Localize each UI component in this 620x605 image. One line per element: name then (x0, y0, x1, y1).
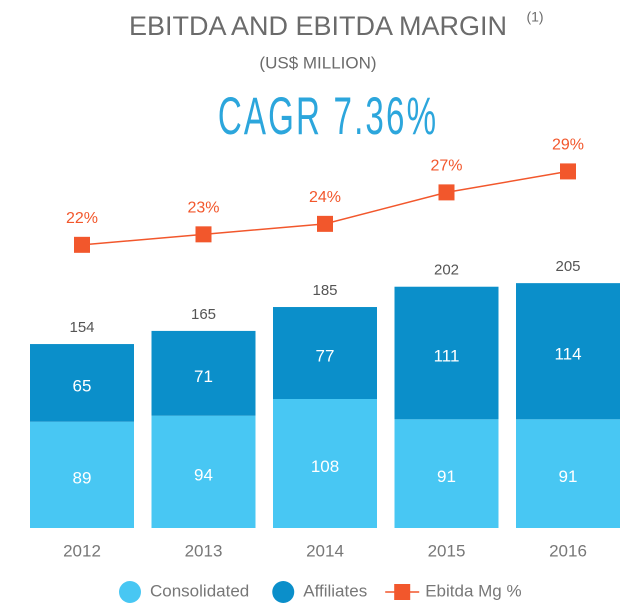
line-value-label: 22% (66, 210, 98, 227)
bar-segment (151, 415, 256, 528)
legend-marker (272, 581, 295, 603)
line-value-label: 23% (187, 200, 219, 217)
chart-title: EBITDA AND EBITDA MARGIN (129, 11, 507, 41)
total-label: 165 (191, 306, 216, 323)
x-tick-label: 2012 (63, 541, 101, 560)
total-label: 185 (312, 282, 337, 299)
title-note: (1) (526, 9, 543, 25)
line-value-label: 29% (552, 137, 584, 154)
bar-value-label: 111 (434, 346, 460, 365)
x-tick-label: 2015 (428, 541, 466, 560)
x-tick-label: 2014 (306, 541, 344, 560)
bar-segment (30, 344, 134, 422)
bar-value-label: 114 (554, 345, 581, 364)
bar-value-label: 65 (73, 376, 92, 395)
bar-value-label: 89 (73, 468, 92, 487)
chart-subtitle: (US$ MILLION) (259, 53, 376, 72)
line-marker (74, 236, 90, 253)
line-value-label: 24% (309, 189, 341, 206)
line-marker (560, 163, 576, 180)
bar-segment (273, 307, 377, 399)
legend-marker (394, 584, 411, 600)
bar-segment (516, 283, 620, 420)
x-tick-label: 2013 (185, 541, 223, 560)
bar-value-label: 71 (194, 367, 213, 386)
total-label: 202 (434, 262, 459, 279)
bar-segment (516, 419, 620, 528)
line-marker (438, 184, 455, 201)
bar-segment (273, 399, 377, 528)
cagr-annotation: CAGR 7.36% (218, 87, 438, 146)
bar-segment (30, 421, 134, 528)
line-marker (195, 226, 212, 243)
line (81, 170, 569, 246)
bar-segment (394, 419, 499, 528)
total-label: 205 (555, 258, 580, 275)
line-marker (317, 215, 333, 232)
x-tick-label: 2016 (549, 541, 587, 560)
bar-value-label: 108 (311, 457, 339, 476)
bar-segment (151, 330, 256, 416)
legend-label: Ebitda Mg % (425, 581, 521, 600)
legend-label: Consolidated (150, 581, 249, 600)
bar-value-label: 91 (437, 467, 456, 486)
bar-value-label: 91 (559, 467, 578, 486)
total-label: 154 (69, 319, 94, 336)
bar-segment (394, 286, 499, 420)
legend-label: Affiliates (303, 581, 367, 600)
bar-value-label: 77 (316, 346, 335, 365)
bar-value-label: 94 (194, 465, 213, 484)
legend-marker (119, 581, 141, 603)
line-value-label: 27% (430, 158, 462, 175)
